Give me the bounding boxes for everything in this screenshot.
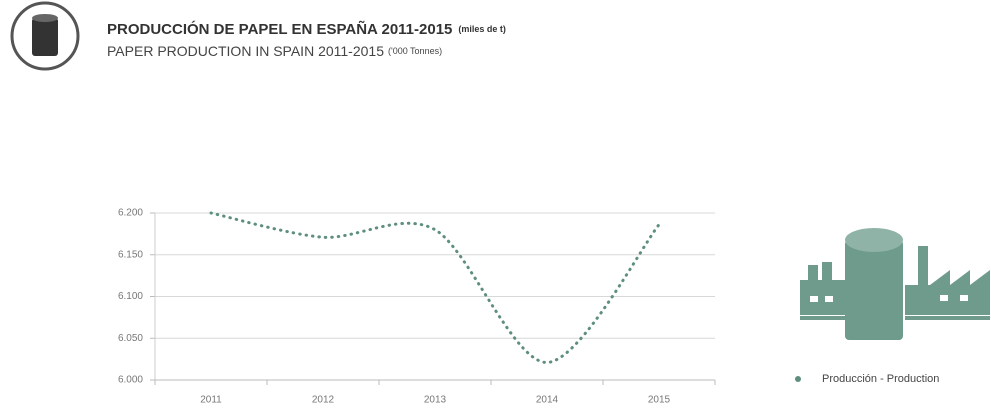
line — [209, 211, 661, 364]
y-tick-label: 6.100 — [118, 291, 143, 302]
y-tick-label: 6.000 — [118, 375, 143, 386]
y-tick-label: 6.200 — [118, 208, 143, 219]
title-text: PRODUCCIÓN DE PAPEL EN ESPAÑA 2011-2015 — [107, 20, 452, 38]
legend-marker — [795, 376, 801, 382]
subtitle-text: PAPER PRODUCTION IN SPAIN 2011-2015 — [107, 43, 384, 59]
legend-label: Producción - Production — [822, 373, 939, 385]
y-tick-label: 6.050 — [118, 333, 143, 344]
y-tick-label: 6.150 — [118, 249, 143, 260]
x-tick-label: 2011 — [200, 395, 222, 406]
chart-subtitle: PAPER PRODUCTION IN SPAIN 2011-2015 ('000… — [107, 43, 442, 59]
roll-icon — [10, 1, 80, 71]
subtitle-unit: ('000 Tonnes) — [388, 46, 442, 56]
chart-title: PRODUCCIÓN DE PAPEL EN ESPAÑA 2011-2015 (… — [107, 20, 506, 38]
x-tick-label: 2013 — [424, 395, 447, 406]
x-tick-label: 2014 — [536, 395, 559, 406]
x-tick-label: 2015 — [648, 395, 671, 406]
x-tick-label: 2012 — [312, 395, 335, 406]
title-unit: (miles de t) — [458, 24, 506, 34]
factory-icon — [800, 228, 990, 340]
